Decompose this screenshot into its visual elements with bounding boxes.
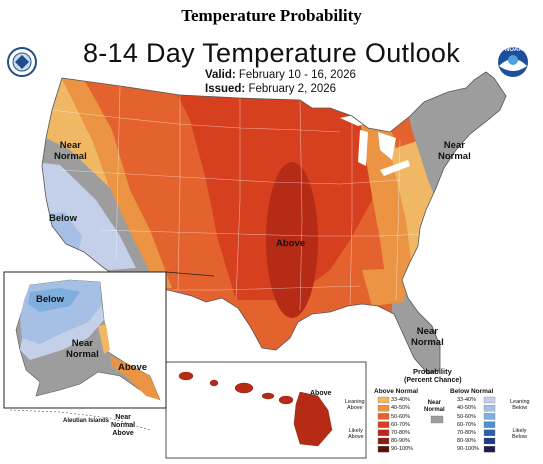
- map-title: 8-14 Day Temperature Outlook: [82, 38, 461, 68]
- hawaii-above-label: Above: [310, 390, 332, 397]
- aleutian-islands-label: Aleutian Islands: [63, 418, 110, 424]
- inset-divider: [165, 271, 215, 277]
- legend-below-swatch: [483, 396, 496, 404]
- below-west-label: Below: [49, 213, 77, 224]
- lake-superior: [340, 112, 378, 126]
- legend-above-swatch: [377, 405, 390, 412]
- legend-below-header: Below Normal: [450, 388, 494, 395]
- hawaii-islands: [178, 371, 333, 447]
- legend-below-swatch: [483, 429, 496, 436]
- state-boundaries: [51, 85, 431, 311]
- legend-above-range: 60-70%: [391, 421, 410, 428]
- near-normal-west-label: Near Normal: [54, 140, 87, 162]
- legend-above-range: 90-100%: [391, 446, 414, 453]
- noaa-logo-text: NOAA: [505, 47, 523, 53]
- lake-huron: [378, 132, 396, 160]
- near-normal-northeast-label: Near Normal: [438, 140, 471, 162]
- lake-michigan: [358, 130, 368, 166]
- valid-dates: Valid: February 10 - 16, 2026: [205, 69, 356, 81]
- near-normal-florida-label: Near Normal: [411, 326, 444, 348]
- legend-near-normal: Near Normal: [424, 400, 445, 413]
- legend-above-range: 70-80%: [391, 430, 410, 436]
- legend-below-range: 70-80%: [457, 430, 476, 436]
- legend-below-range: 90-100%: [457, 446, 480, 453]
- legend-above-range: 80-90%: [391, 438, 410, 445]
- page-header: Temperature Probability: [181, 6, 362, 25]
- legend-below-likely: Likely Below: [512, 428, 527, 440]
- legend-above-range: 40-50%: [391, 405, 410, 412]
- legend-below-range: 60-70%: [457, 421, 476, 428]
- legend-near-normal-swatch: [430, 415, 444, 424]
- legend-subtitle: (Percent Chance): [404, 377, 462, 384]
- legend-below-swatch: [483, 413, 496, 420]
- legend-above-leaning: Leaning Above: [345, 399, 365, 411]
- doc-seal-icon: [7, 47, 37, 77]
- alaska-below-label: Below: [36, 294, 64, 305]
- legend-above-swatch: [377, 421, 390, 428]
- hawaii-inset-frame: [165, 361, 367, 459]
- legend-above-swatch: [377, 413, 390, 420]
- legend-above-likely: Likely Above: [348, 428, 364, 440]
- legend-below-swatch: [483, 437, 496, 445]
- legend-below-range: 80-90%: [457, 438, 476, 445]
- legend-above-swatch: [377, 446, 390, 453]
- legend-above-swatch: [377, 396, 390, 404]
- legend-below-range: 33-40%: [457, 397, 476, 404]
- alaska-inset: [3, 271, 167, 431]
- legend-below-range: 40-50%: [457, 405, 476, 412]
- issued-date: Issued: February 2, 2026: [205, 83, 337, 95]
- noaa-logo-icon: [498, 47, 528, 77]
- band-70-80-central: [266, 162, 318, 318]
- legend-above-range: 50-60%: [391, 413, 410, 420]
- legend-swatches: [377, 396, 496, 453]
- legend-above-swatch: [377, 437, 390, 445]
- legend-above-swatch: [377, 429, 390, 436]
- legend-above-header: Above Normal: [374, 388, 419, 395]
- band-60-70-central: [160, 72, 380, 300]
- legend-below-swatch: [483, 421, 496, 428]
- legend-below-swatch: [483, 405, 496, 412]
- legend-below-range: 50-60%: [457, 413, 476, 420]
- legend-below-swatch: [483, 446, 496, 453]
- above-central-label: Above: [276, 238, 306, 249]
- lake-erie: [380, 160, 410, 176]
- legend-above-range: 33-40%: [391, 397, 410, 404]
- aleutian-category-label: Near Normal Above: [111, 414, 136, 437]
- legend-title: Probability: [413, 367, 452, 376]
- alaska-near-normal-label: Near Normal: [66, 338, 99, 360]
- legend-below-leaning: Leaning Below: [510, 399, 530, 411]
- alaska-above-label: Above: [118, 362, 148, 373]
